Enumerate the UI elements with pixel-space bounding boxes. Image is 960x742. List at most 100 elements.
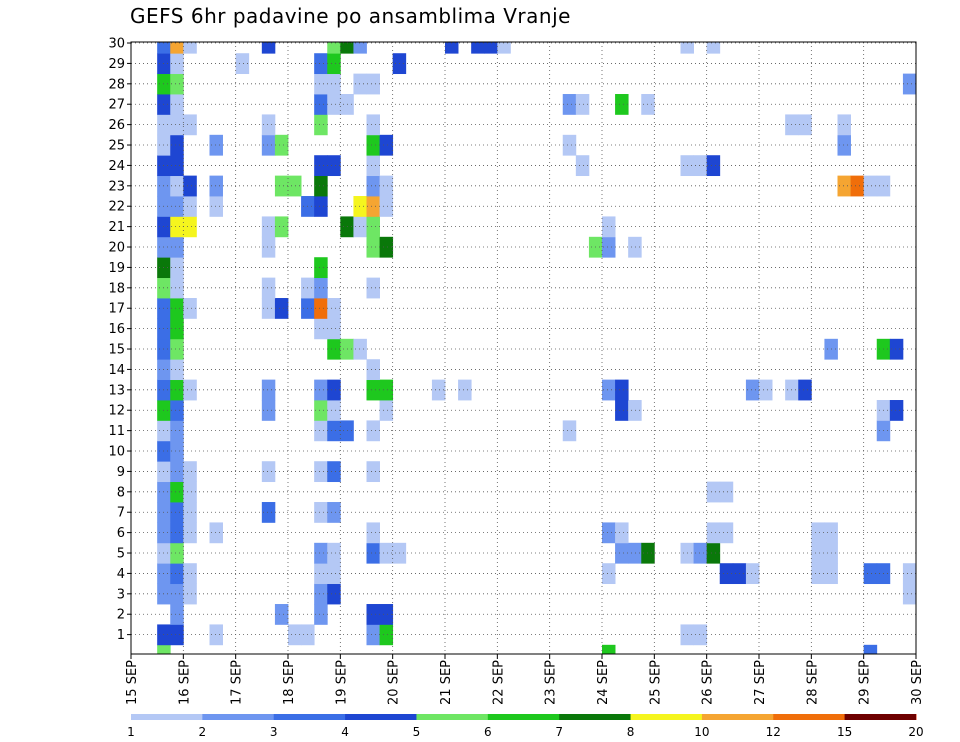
heatmap-cell xyxy=(628,400,642,421)
heatmap-cell xyxy=(327,420,341,442)
heatmap-cell xyxy=(353,216,367,238)
heatmap-cell xyxy=(183,196,197,217)
legend-swatch xyxy=(701,714,774,720)
heatmap-cell xyxy=(170,481,184,503)
heatmap-cell xyxy=(170,216,184,238)
heatmap-cell xyxy=(379,379,394,401)
y-tick-label: 3 xyxy=(117,587,125,602)
heatmap-cell xyxy=(261,216,276,238)
legend-label: 3 xyxy=(270,725,278,739)
heatmap-cell xyxy=(261,114,276,136)
heatmap-cell xyxy=(327,338,341,360)
heatmap-cell xyxy=(183,502,197,523)
heatmap-cell xyxy=(314,114,328,136)
y-tick-label: 23 xyxy=(108,179,125,194)
heatmap-cell xyxy=(798,379,812,401)
heatmap-cell xyxy=(850,175,865,197)
heatmap-cell xyxy=(170,542,184,564)
heatmap-cell xyxy=(719,481,734,503)
x-tick-label: 22 SEP xyxy=(491,660,506,705)
heatmap-cell xyxy=(379,196,394,217)
heatmap-cell xyxy=(170,94,184,115)
heatmap-cell xyxy=(353,42,367,54)
heatmap-cell xyxy=(209,175,223,197)
heatmap-cell xyxy=(170,196,184,217)
x-tick-label: 26 SEP xyxy=(701,660,716,705)
heatmap-cell xyxy=(366,155,380,177)
heatmap-cell xyxy=(902,583,917,605)
x-tick-label: 25 SEP xyxy=(648,660,663,705)
y-tick-label: 26 xyxy=(108,118,125,133)
legend-label: 2 xyxy=(199,725,207,739)
heatmap-cell xyxy=(811,542,825,564)
heatmap-cell xyxy=(183,298,197,319)
x-tick-label: 16 SEP xyxy=(177,660,192,705)
heatmap-cell xyxy=(366,134,380,156)
x-tick-label: 29 SEP xyxy=(858,660,873,705)
heatmap-cell xyxy=(379,400,394,421)
y-tick-label: 15 xyxy=(108,343,125,358)
heatmap-cell xyxy=(602,522,616,544)
heatmap-cell xyxy=(366,277,380,299)
heatmap-cell xyxy=(902,73,917,95)
heatmap-cell xyxy=(628,236,642,258)
heatmap-cell xyxy=(706,542,721,564)
heatmap-cell xyxy=(837,175,851,197)
x-tick-label: 15 SEP xyxy=(125,660,140,705)
heatmap-cell xyxy=(314,400,328,421)
heatmap-cell xyxy=(170,583,184,605)
heatmap-cell xyxy=(759,379,773,401)
x-tick-label: 28 SEP xyxy=(805,660,820,705)
heatmap-cell xyxy=(327,298,341,319)
heatmap-cell xyxy=(602,563,616,585)
heatmap-cell xyxy=(366,522,380,544)
y-tick-label: 9 xyxy=(117,465,125,480)
grid-lines xyxy=(131,42,916,654)
legend-swatch xyxy=(844,714,916,720)
heatmap-cell xyxy=(209,624,223,646)
heatmap-cell xyxy=(274,298,289,319)
heatmap-cell xyxy=(170,400,184,421)
chart-title: GEFS 6hr padavine po ansamblima Vranje xyxy=(130,4,571,28)
legend-swatch xyxy=(773,714,846,720)
y-tick-label: 27 xyxy=(108,98,125,113)
heatmap-cell xyxy=(170,359,184,381)
y-tick-label: 22 xyxy=(108,200,125,215)
legend-swatch xyxy=(202,714,275,720)
heatmap-cell xyxy=(379,236,394,258)
heatmap-cell xyxy=(170,522,184,544)
y-tick-label: 8 xyxy=(117,485,125,500)
heatmap-cell xyxy=(261,461,276,483)
heatmap-cell xyxy=(157,644,171,655)
heatmap-cell xyxy=(288,624,302,646)
heatmap-cell xyxy=(261,379,276,401)
heatmap-cell xyxy=(183,42,197,54)
heatmap-cell xyxy=(209,134,223,156)
heatmap-cell xyxy=(170,502,184,523)
heatmap-cell xyxy=(314,420,328,442)
heatmap-cell xyxy=(170,624,184,646)
heatmap-cell xyxy=(170,236,184,258)
heatmap-cell xyxy=(261,298,276,319)
color-legend: 1 2 3 4 5 6 7 8 10 12 15 20 xyxy=(127,714,924,739)
heatmap-cell xyxy=(170,298,184,319)
legend-swatch xyxy=(131,714,203,720)
heatmap-cell xyxy=(170,257,184,279)
legend-label: 7 xyxy=(555,725,563,739)
heatmap-cell xyxy=(366,236,380,258)
legend-label: 4 xyxy=(341,725,349,739)
x-tick-label: 17 SEP xyxy=(230,660,245,705)
heatmap-cell xyxy=(235,53,250,75)
heatmap-cell xyxy=(484,42,498,54)
legend-label: 15 xyxy=(837,725,852,739)
heatmap-cell xyxy=(745,379,760,401)
x-axis: 15 SEP 16 SEP 17 SEP 18 SEP 19 SEP 20 SEP 21 S… xyxy=(125,654,925,705)
heatmap-cell xyxy=(693,624,708,646)
heatmap-cell xyxy=(314,318,328,340)
heatmap-cell xyxy=(274,175,289,197)
heatmap-cell xyxy=(471,42,485,54)
heatmap-cell xyxy=(562,94,577,115)
heatmap-cell xyxy=(706,42,721,54)
heatmap-cell xyxy=(314,73,328,95)
heatmap-cell xyxy=(314,53,328,75)
